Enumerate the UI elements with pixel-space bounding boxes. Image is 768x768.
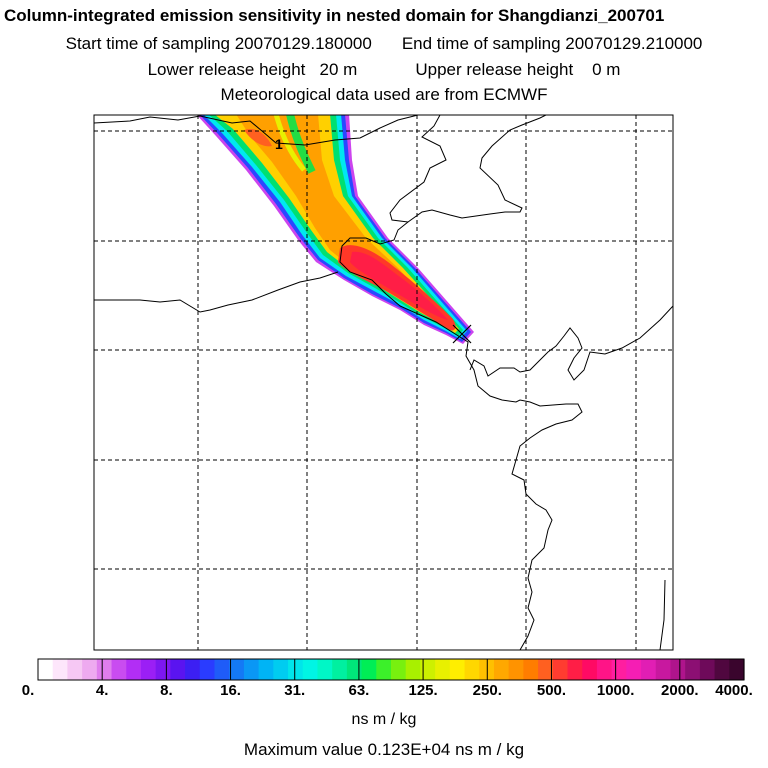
color-scale-swatch — [655, 659, 672, 680]
color-scale-swatch — [258, 659, 274, 680]
color-scale-tick-label: 4000. — [715, 682, 753, 699]
color-scale-swatch — [273, 659, 289, 680]
lower-release-label: Lower release height 20 m — [147, 60, 358, 79]
map-frame — [93, 114, 674, 651]
color-scale-swatch — [38, 659, 54, 680]
color-scale-bar — [37, 658, 745, 681]
color-scale-swatch — [52, 659, 69, 680]
color-scale-tick-label: 16. — [220, 682, 241, 699]
color-scale-swatch — [302, 659, 319, 680]
color-scale-swatch — [199, 659, 216, 680]
color-scale-swatch — [567, 659, 583, 680]
coast-bohai — [339, 221, 583, 650]
land-border-west — [94, 271, 339, 313]
color-scale-swatch — [288, 659, 304, 680]
color-scale-tick-label: 8. — [160, 682, 173, 699]
color-scale-swatch — [449, 659, 466, 680]
upper-release-label: Upper release height 0 m — [415, 60, 621, 79]
color-scale-swatch — [552, 659, 569, 680]
color-scale-swatch — [685, 659, 701, 680]
plume-streak-green — [286, 115, 316, 174]
color-scale-frame — [37, 658, 745, 681]
color-scale-swatch — [361, 659, 377, 680]
color-scale-swatch — [96, 659, 113, 680]
color-scale-swatch — [626, 659, 642, 680]
color-scale-tick-label: 4. — [95, 682, 109, 699]
maximum-value-label: Maximum value 0.123E+04 ns m / kg — [243, 740, 525, 759]
color-scale-swatch — [493, 659, 510, 680]
color-scale-swatch — [391, 659, 407, 680]
color-scale-swatch — [185, 659, 201, 680]
color-scale-swatch — [538, 659, 554, 680]
color-scale-swatch — [420, 659, 436, 680]
color-scale-swatch — [508, 659, 524, 680]
color-scale-swatch — [170, 659, 186, 680]
color-scale-swatch — [140, 659, 157, 680]
plume-upper-red — [244, 128, 272, 147]
color-scale-tick-label: 1000. — [596, 682, 635, 699]
plume-streak-yellow — [273, 115, 306, 172]
coast-north — [389, 115, 548, 223]
color-scale-swatch — [582, 659, 598, 680]
color-scale-swatch — [523, 659, 539, 680]
color-scale-swatch — [641, 659, 657, 680]
color-scale-swatch — [155, 659, 171, 680]
color-scale-tick-label: 500. — [536, 682, 567, 699]
coast-east-lower — [659, 579, 666, 650]
color-scale-swatch — [214, 659, 230, 680]
color-scale-swatch — [243, 659, 260, 680]
color-scale-swatch — [67, 659, 83, 680]
color-scale-swatch — [317, 659, 333, 680]
color-scale-swatch — [435, 659, 451, 680]
graticule — [94, 115, 673, 650]
color-scale-tick-label: 125. — [408, 682, 438, 699]
color-scale-swatch — [346, 659, 363, 680]
color-scale-swatch — [126, 659, 142, 680]
units-label: ns m / kg — [351, 711, 417, 728]
color-scale-labels: 0. 4. 8. 16. 31. 63. 125. 250. 500. 1000. 2000. 400… — [0, 682, 768, 704]
release-site-x-icon — [452, 324, 472, 344]
color-scale-swatch — [82, 659, 98, 680]
color-scale-tick-label: 63. — [348, 682, 370, 699]
color-scale-swatch — [332, 659, 348, 680]
color-scale-tick-label: 31. — [284, 682, 306, 699]
color-scale-tick-label: 250. — [472, 682, 502, 699]
end-time-label: End time of sampling 20070129.210000 — [401, 34, 703, 53]
trajectory-marker: 1 — [275, 136, 283, 152]
color-scale-swatch — [670, 659, 686, 680]
release-heights: Lower release height 20 m Upper release h… — [0, 60, 768, 80]
color-scale-tick-label: 0. — [21, 682, 35, 699]
met-data-label: Meteorological data used are from ECMWF — [220, 85, 548, 104]
color-scale-swatch — [714, 659, 730, 680]
color-scale-swatch — [729, 659, 745, 680]
color-scale-swatch — [229, 659, 245, 680]
color-scale-swatch — [376, 659, 392, 680]
map-content: 1 — [94, 115, 673, 650]
color-scale-swatch — [596, 659, 613, 680]
color-scale-tick-label: 2000. — [661, 682, 699, 699]
plume-core-hotspot — [350, 251, 448, 320]
sampling-times: Start time of sampling 20070129.180000 En… — [0, 34, 768, 54]
color-scale-swatch — [464, 659, 480, 680]
color-scale-swatch — [405, 659, 422, 680]
color-scale-swatch — [699, 659, 716, 680]
sensitivity-plume — [196, 115, 474, 344]
plot-title: Column-integrated emission sensitivity i… — [4, 6, 665, 25]
coast-east-upper — [469, 305, 673, 381]
coastlines — [94, 115, 673, 650]
start-time-label: Start time of sampling 20070129.180000 — [65, 34, 372, 53]
color-scale-swatch — [611, 659, 627, 680]
color-scale-swatch — [111, 659, 127, 680]
